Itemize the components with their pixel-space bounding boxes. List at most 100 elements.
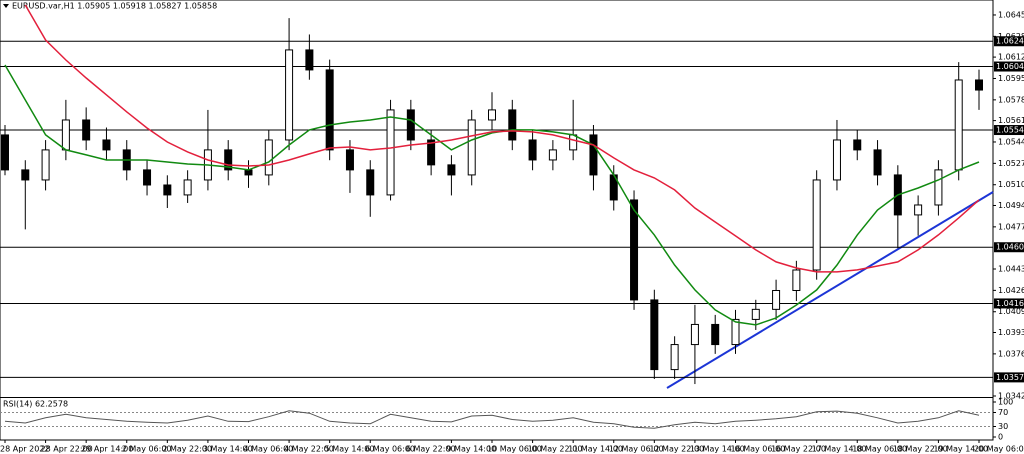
candle-body [366, 169, 375, 196]
y-tick-label: 1.06455 [998, 10, 1024, 19]
candle-body [264, 139, 273, 176]
candle-body [934, 169, 943, 206]
x-tick-label: 12 May 06:00 [609, 445, 664, 454]
candle-body [853, 139, 862, 151]
candle-body [772, 289, 781, 310]
candle-body [711, 323, 720, 346]
rsi-label: RSI(14) 62.2578 [3, 400, 68, 409]
candle-body [954, 79, 963, 171]
level-label-box [994, 298, 1024, 309]
x-tick-label: 4 May 22:00 [284, 445, 334, 454]
candle-body [427, 139, 436, 166]
level-label-box [994, 242, 1024, 253]
x-tick-label: 16 May 22:00 [771, 445, 826, 454]
rsi-line [4, 410, 980, 429]
candle-body [325, 69, 334, 151]
x-tick-label: 9 May 14:00 [446, 445, 496, 454]
rsi-tick-label: 30 [998, 422, 1008, 431]
level-label: 1.05540 [996, 126, 1024, 135]
level-label-box [994, 36, 1024, 47]
y-tick-label: 1.04435 [998, 264, 1024, 273]
level-label: 1.04608 [996, 243, 1024, 252]
moving-average [24, 4, 980, 273]
candle-body [102, 139, 111, 151]
candle-body [650, 299, 659, 371]
y-tick-label: 1.04770 [998, 222, 1024, 231]
x-tick-label: 4 May 06:00 [244, 445, 294, 454]
candle-body [285, 49, 294, 141]
candle-body [345, 149, 354, 171]
y-tick-label: 1.05105 [998, 180, 1024, 189]
candle-body [670, 344, 679, 371]
candle-body [690, 323, 699, 346]
rsi-tick-label: 100 [998, 398, 1013, 407]
y-tick-label: 1.05445 [998, 137, 1024, 146]
level-label: 1.06045 [996, 62, 1024, 71]
candle-body [832, 139, 841, 181]
menu-arrow[interactable] [3, 4, 9, 8]
level-label-box [994, 372, 1024, 383]
candle-body [41, 149, 50, 181]
candle-body [914, 204, 923, 216]
x-tick-label: 29 Apr 14:00 [81, 445, 133, 454]
x-tick-label: 10 May 22:00 [528, 445, 583, 454]
moving-average [4, 64, 980, 326]
x-tick-label: 28 Apr 2022 [0, 445, 49, 454]
y-tick-label: 1.04095 [998, 307, 1024, 316]
candle-body [873, 149, 882, 176]
level-label: 1.06246 [996, 37, 1024, 46]
x-tick-label: 20 May 06:00 [974, 445, 1024, 454]
candle-body [589, 134, 598, 176]
candle-body [21, 169, 30, 181]
x-tick-label: 16 May 06:00 [731, 445, 786, 454]
x-tick-label: 19 May 14:00 [933, 445, 988, 454]
chart-title: EURUSD.var,H1 1.05905 1.05918 1.05827 1.… [12, 2, 217, 11]
candle-body [751, 308, 760, 320]
candle-body [467, 119, 476, 176]
x-tick-label: 28 Apr 22:00 [41, 445, 93, 454]
x-tick-label: 6 May 22:00 [406, 445, 456, 454]
candle-body [183, 179, 192, 196]
candle-body [569, 134, 578, 151]
candle-body [731, 318, 740, 346]
candle-body [447, 164, 456, 176]
y-tick-label: 1.03425 [998, 392, 1024, 401]
y-tick-label: 1.04940 [998, 201, 1024, 210]
candle-body [792, 269, 801, 291]
candle-body [488, 109, 496, 121]
candle-body [508, 109, 517, 141]
x-tick-label: 17 May 14:00 [812, 445, 867, 454]
candle-body [143, 169, 152, 186]
x-tick-label: 5 May 14:00 [325, 445, 375, 454]
y-tick-label: 1.05615 [998, 116, 1024, 125]
rsi-tick-label: 0 [998, 433, 1003, 442]
level-label: 1.03573 [996, 373, 1024, 382]
candle-body [630, 199, 639, 301]
x-tick-label: 18 May 22:00 [893, 445, 948, 454]
x-tick-label: 18 May 06:00 [852, 445, 907, 454]
y-tick-label: 1.05780 [998, 95, 1024, 104]
candle-body [975, 79, 983, 91]
x-tick-label: 10 May 06:00 [487, 445, 542, 454]
candle-body [61, 119, 70, 151]
x-tick-label: 11 May 14:00 [568, 445, 623, 454]
candle-body [548, 149, 557, 161]
level-label-box [994, 61, 1024, 72]
candle-body [406, 109, 415, 141]
candle-body [82, 119, 91, 141]
plot-frame [0, 0, 994, 441]
x-tick-label: 13 May 14:00 [690, 445, 745, 454]
x-tick-label: 2 May 22:00 [162, 445, 212, 454]
candle-body [386, 109, 395, 196]
y-tick-label: 1.04265 [998, 286, 1024, 295]
y-tick-label: 1.06120 [998, 53, 1024, 62]
x-tick-label: 3 May 14:00 [203, 445, 253, 454]
candle-body [224, 149, 233, 171]
y-tick-label: 1.05275 [998, 159, 1024, 168]
candle-body [1, 134, 9, 171]
candle-body [305, 49, 314, 71]
y-tick-label: 1.03930 [998, 328, 1024, 337]
candle-body [528, 139, 537, 161]
